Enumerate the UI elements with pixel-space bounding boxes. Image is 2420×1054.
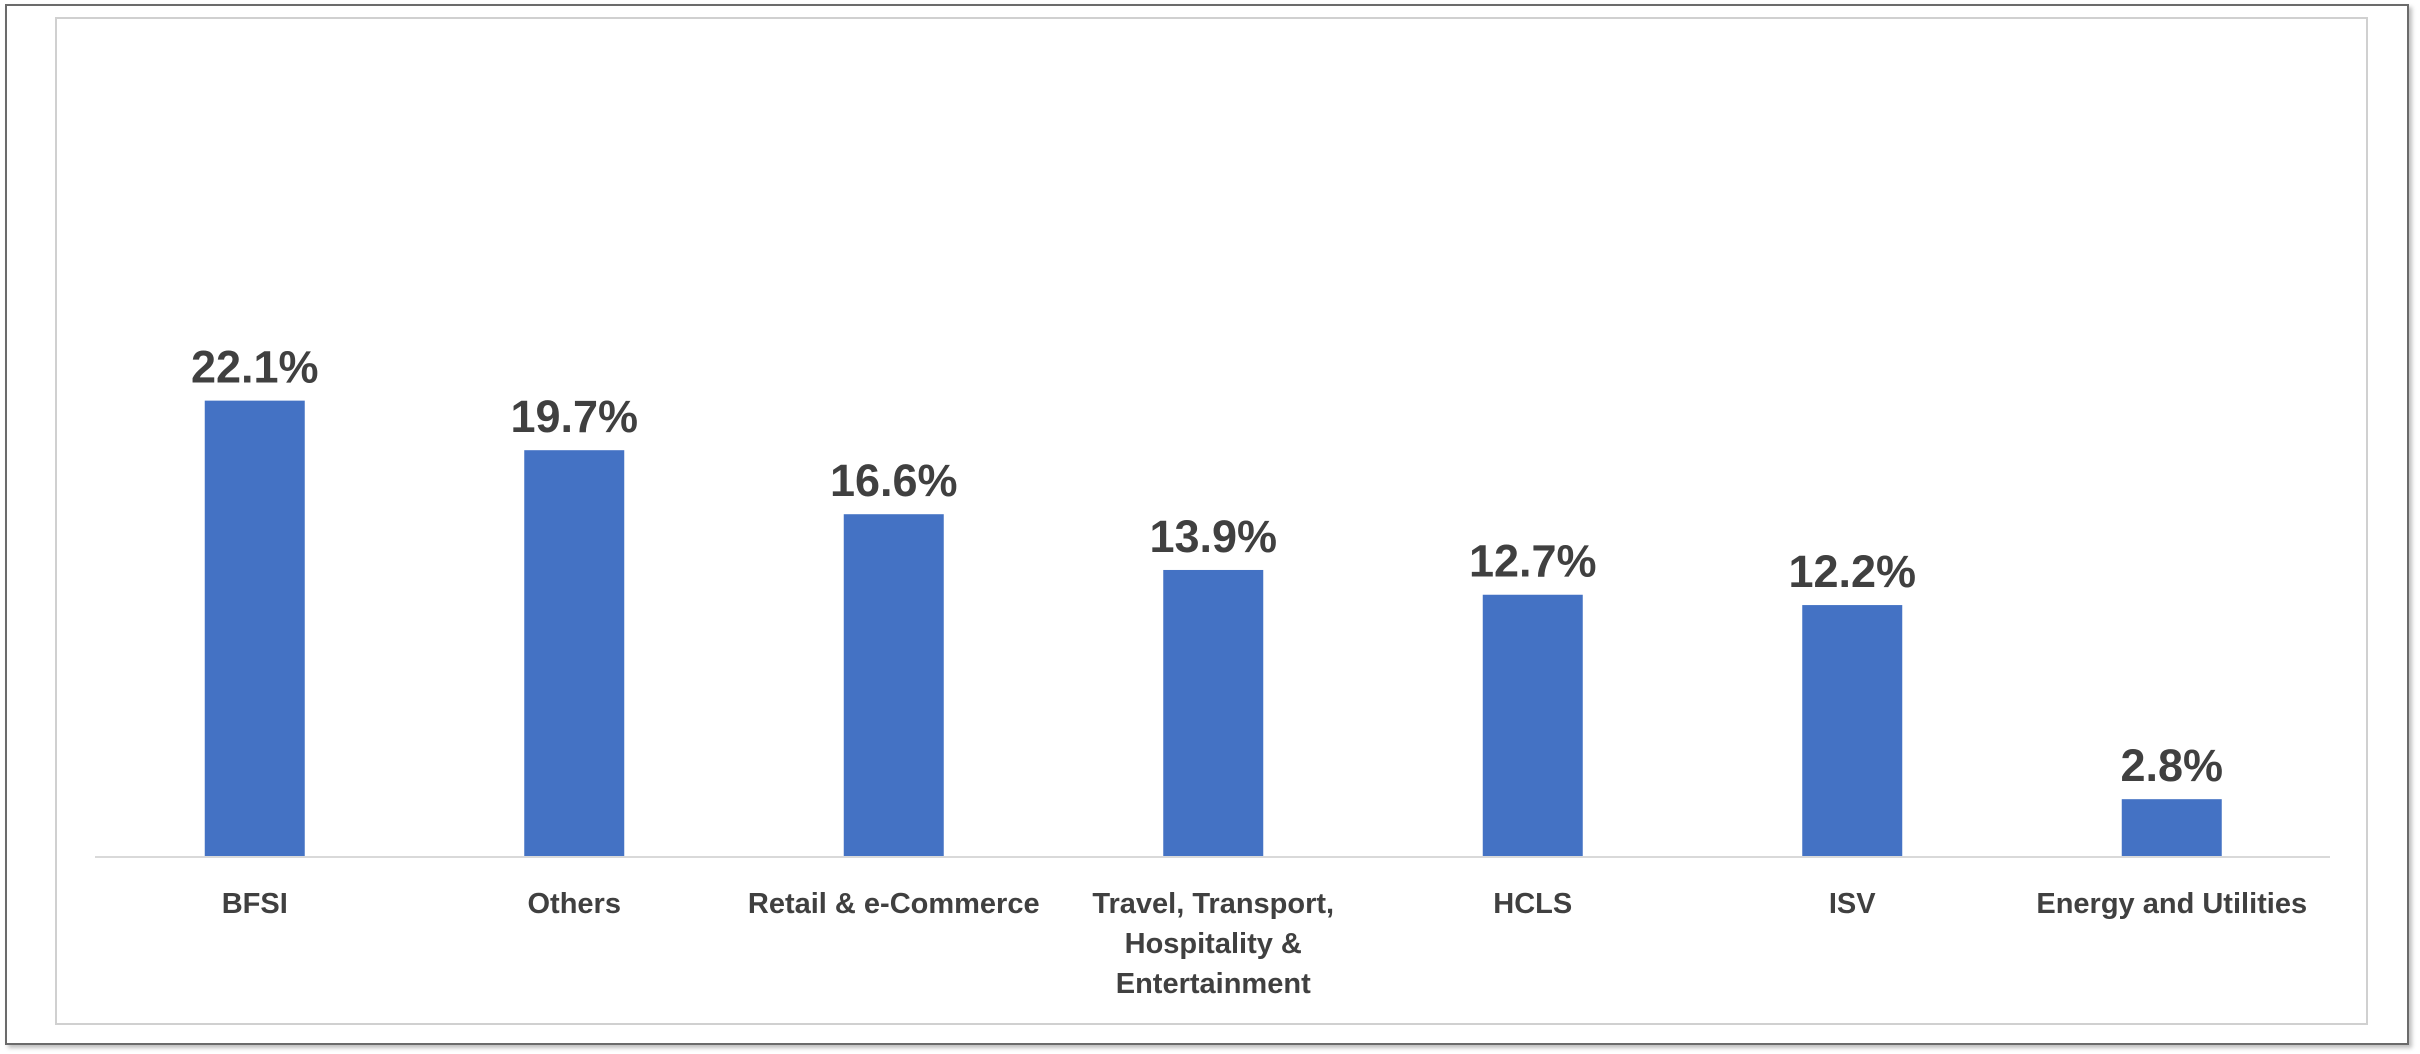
category-tick-label: Hospitality & [1125, 928, 1302, 960]
category-tick-label: Retail & e-Commerce [748, 888, 1040, 920]
category-labels-group: BFSI Others Retail & e-Commerce Travel, Tra… [222, 888, 2307, 1000]
bar [1482, 594, 1583, 857]
category-tick-label: HCLS [1493, 888, 1572, 920]
bar [843, 514, 944, 857]
bar-value-label: 22.1% [191, 342, 319, 393]
category-tick-label: Travel, Transport, [1092, 888, 1334, 920]
bar [1163, 569, 1264, 857]
category-tick-label: BFSI [222, 888, 288, 920]
category-tick-label: Entertainment [1116, 968, 1311, 1000]
value-labels-group: 22.1% 19.7% 16.6% 13.9% 12.7% 12.2% 2.8% [191, 342, 2223, 792]
bars-group [204, 400, 2222, 857]
bar-value-label: 12.2% [1788, 546, 1916, 597]
bar-value-label: 2.8% [2120, 740, 2223, 791]
category-tick-label: Others [528, 888, 621, 920]
bar-value-label: 13.9% [1149, 511, 1277, 562]
category-tick-label: ISV [1829, 888, 1876, 920]
bar [524, 450, 625, 857]
bar-value-label: 19.7% [510, 391, 638, 442]
bar [1802, 605, 1903, 857]
bar [2121, 799, 2222, 857]
category-tick-label: Energy and Utilities [2036, 888, 2307, 920]
bar-value-label: 16.6% [830, 455, 958, 506]
bar [204, 400, 305, 857]
bar-value-label: 12.7% [1469, 536, 1597, 587]
